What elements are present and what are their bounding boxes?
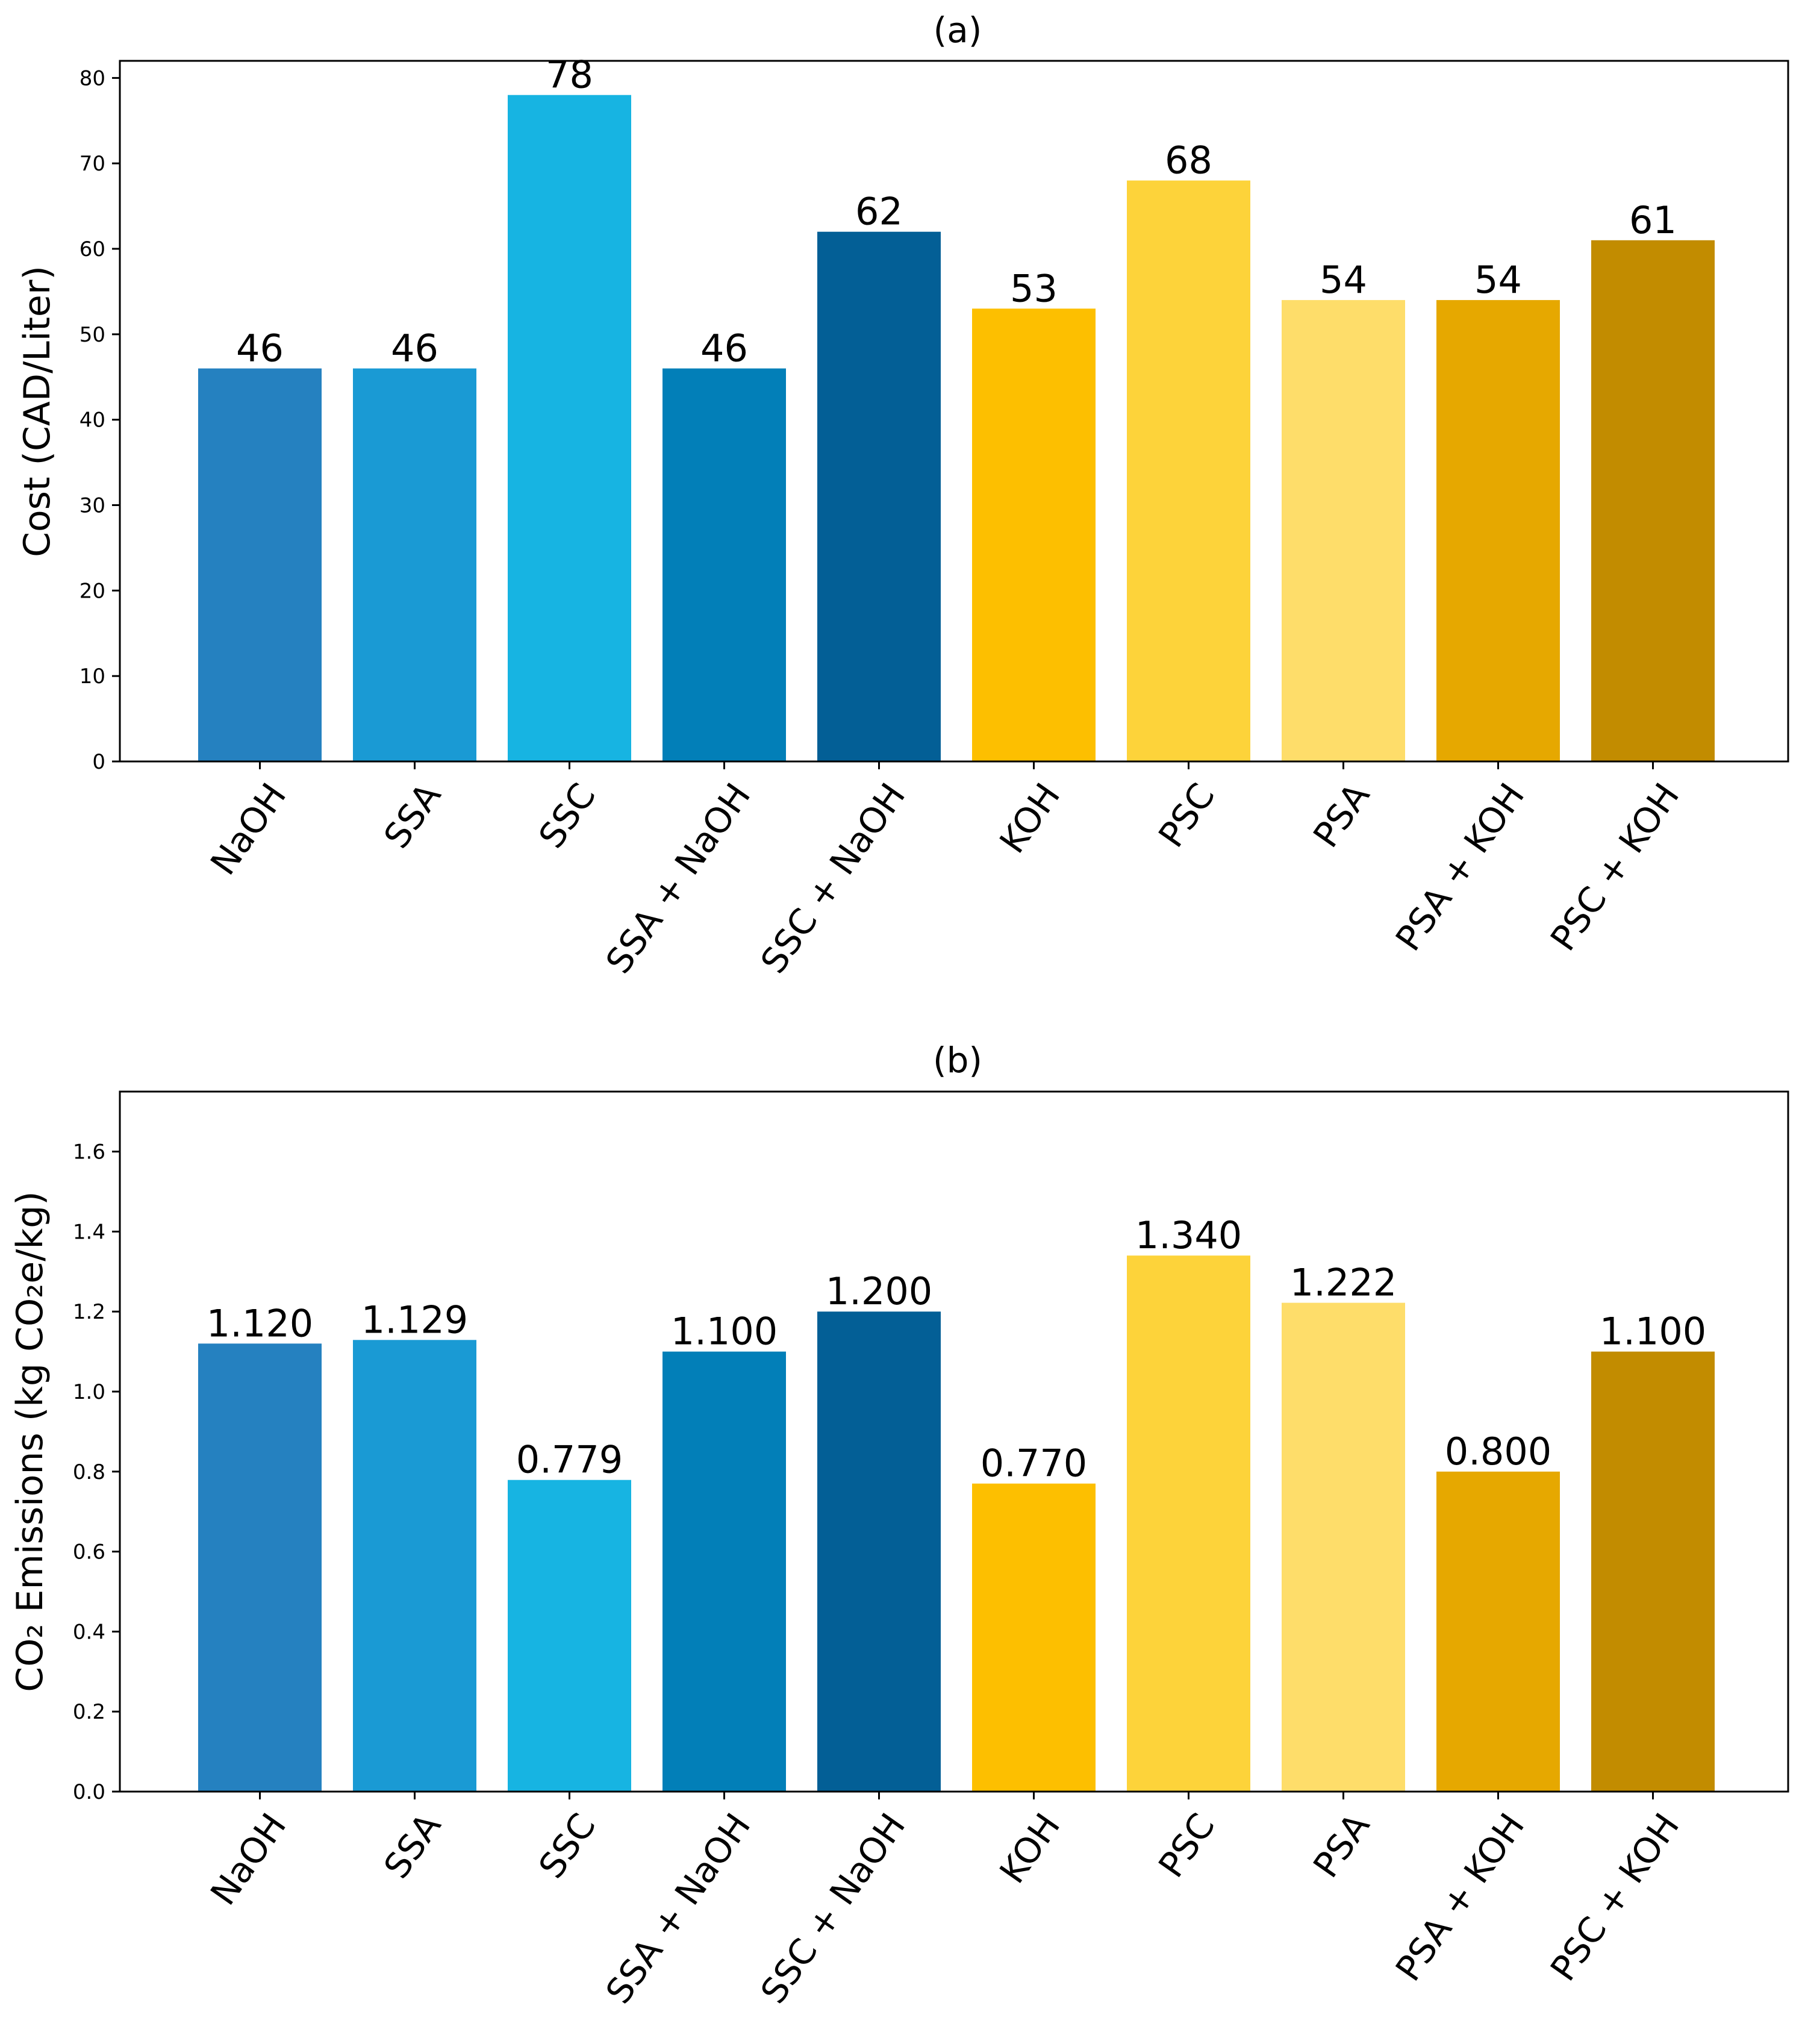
chart-a-y-tick-label-5: 50 (80, 323, 105, 347)
chart-a-data-label-7: 54 (1320, 258, 1367, 302)
chart-a-data-label-8: 54 (1474, 258, 1522, 302)
chart-b-y-tick-label-2: 0.4 (73, 1620, 105, 1644)
chart-b-y-tick-label-8: 1.6 (73, 1140, 105, 1164)
chart-a-y-tick-label-2: 20 (80, 579, 105, 603)
chart-b-data-label-6: 1.340 (1135, 1213, 1242, 1257)
chart-a-data-label-3: 46 (700, 327, 748, 370)
chart-b-data-label-4: 1.200 (826, 1269, 933, 1313)
chart-a-data-label-0: 46 (236, 327, 284, 370)
chart-a-data-label-6: 68 (1165, 139, 1212, 183)
chart-a-y-tick-label-7: 70 (80, 152, 105, 176)
chart-b-data-label-8: 0.800 (1445, 1430, 1552, 1474)
chart-a-data-labels: 46 46 78 46 62 53 68 54 54 61 (236, 53, 1677, 370)
chart-b-x-tick-label-2: SSC (531, 1806, 603, 1886)
chart-b-data-label-3: 1.100 (671, 1310, 778, 1354)
chart-a-x-tick-label-9: PSC + KOH (1542, 776, 1687, 958)
chart-a-y-axis: 0 10 20 30 40 50 60 70 80 (80, 66, 120, 774)
chart-b-bar-7 (1282, 1302, 1405, 1792)
chart-b-bar-3 (662, 1351, 786, 1792)
chart-b-data-label-0: 1.120 (207, 1301, 314, 1345)
chart-a-bar-3 (662, 368, 786, 761)
chart-b-y-tick-label-5: 1.0 (73, 1380, 105, 1404)
chart-b: (b) CO₂ Emissions (kg CO₂e/kg) 1.120 1.12… (9, 1040, 1789, 2011)
chart-b-data-label-1: 1.129 (361, 1298, 469, 1342)
chart-b-bar-9 (1591, 1351, 1715, 1792)
chart-b-x-tick-label-0: NaOH (202, 1806, 294, 1913)
chart-b-bar-2 (508, 1480, 631, 1792)
chart-a-bar-8 (1436, 300, 1560, 762)
chart-b-y-tick-label-0: 0.0 (73, 1780, 105, 1804)
chart-b-data-label-9: 1.100 (1600, 1310, 1707, 1354)
chart-b-x-tick-label-1: SSA (376, 1806, 449, 1886)
chart-b-bars (198, 1255, 1715, 1792)
chart-a-bar-2 (508, 95, 631, 762)
chart-b-x-tick-label-7: PSA (1305, 1806, 1377, 1885)
chart-a-data-label-1: 46 (391, 327, 438, 370)
chart-a-ylabel: Cost (CAD/Liter) (16, 266, 58, 557)
chart-b-y-tick-label-7: 1.4 (73, 1220, 105, 1244)
chart-b-x-tick-label-9: PSC + KOH (1542, 1806, 1687, 1989)
chart-b-y-tick-label-1: 0.2 (73, 1700, 105, 1724)
chart-b-x-tick-label-4: SSC + NaOH (753, 1806, 914, 2011)
chart-a-x-tick-label-2: SSC (531, 776, 603, 856)
chart-a-y-tick-label-1: 10 (80, 664, 105, 689)
chart-a-bar-9 (1591, 240, 1715, 761)
chart-a-bar-6 (1127, 180, 1250, 762)
chart-a-bar-5 (972, 308, 1096, 761)
chart-b-bar-0 (198, 1343, 322, 1792)
chart-b-plot-frame (119, 1090, 1789, 1793)
chart-b-bar-4 (817, 1311, 941, 1792)
chart-a-x-tick-label-1: SSA (376, 776, 449, 856)
chart-b-data-label-5: 0.770 (980, 1442, 1088, 1486)
chart-b-bar-5 (972, 1483, 1096, 1792)
chart-a-x-tick-label-5: KOH (991, 776, 1068, 861)
chart-b-y-tick-label-4: 0.8 (73, 1460, 105, 1484)
chart-a: (a) Cost (CAD/Liter) 46 46 78 46 62 53 68 54 54 6… (16, 10, 1789, 981)
chart-b-x-tick-label-6: PSC (1150, 1806, 1223, 1885)
chart-a-data-label-9: 61 (1629, 198, 1677, 242)
chart-b-data-labels: 1.120 1.129 0.779 1.100 1.200 0.770 1.340 1.222… (207, 1213, 1707, 1486)
chart-a-y-tick-label-8: 80 (80, 66, 105, 90)
chart-a-x-tick-label-7: PSA (1305, 776, 1377, 855)
chart-a-data-label-4: 62 (855, 190, 903, 234)
chart-b-data-label-7: 1.222 (1290, 1261, 1397, 1305)
chart-b-y-tick-label-6: 1.2 (73, 1300, 105, 1324)
chart-b-y-axis: 0.0 0.2 0.4 0.6 0.8 1.0 1.2 1.4 1.6 (73, 1140, 120, 1804)
chart-a-bar-1 (353, 368, 476, 761)
chart-b-x-tick-label-3: SSA + NaOH (598, 1806, 759, 2011)
chart-a-title: (a) (934, 10, 982, 51)
chart-b-bar-1 (353, 1340, 476, 1792)
chart-b-x-tick-label-5: KOH (991, 1806, 1068, 1891)
chart-a-x-tick-label-0: NaOH (202, 776, 294, 883)
chart-b-title: (b) (933, 1040, 982, 1081)
chart-a-y-tick-label-6: 60 (80, 237, 105, 261)
chart-a-x-tick-label-4: SSC + NaOH (753, 776, 914, 981)
chart-a-plot-frame (119, 60, 1789, 763)
chart-b-x-tick-label-8: PSA + KOH (1388, 1806, 1532, 1989)
chart-a-bar-0 (198, 368, 322, 761)
chart-a-y-tick-label-4: 40 (80, 408, 105, 433)
chart-a-y-tick-label-0: 0 (92, 750, 105, 774)
chart-a-x-tick-label-6: PSC (1150, 776, 1223, 855)
chart-a-bars (198, 95, 1715, 762)
chart-a-x-tick-label-8: PSA + KOH (1388, 776, 1532, 958)
chart-b-y-tick-label-3: 0.6 (73, 1540, 105, 1564)
chart-b-bar-8 (1436, 1471, 1560, 1792)
chart-a-bar-7 (1282, 300, 1405, 762)
chart-a-x-tick-label-3: SSA + NaOH (598, 776, 759, 981)
chart-a-bar-4 (817, 231, 941, 761)
chart-b-bar-6 (1127, 1255, 1250, 1792)
chart-b-ylabel: CO₂ Emissions (kg CO₂e/kg) (9, 1191, 51, 1692)
chart-a-y-tick-label-3: 30 (80, 494, 105, 518)
chart-b-data-label-2: 0.779 (516, 1438, 623, 1482)
chart-a-data-label-2: 78 (546, 53, 593, 97)
chart-a-data-label-5: 53 (1010, 266, 1058, 310)
